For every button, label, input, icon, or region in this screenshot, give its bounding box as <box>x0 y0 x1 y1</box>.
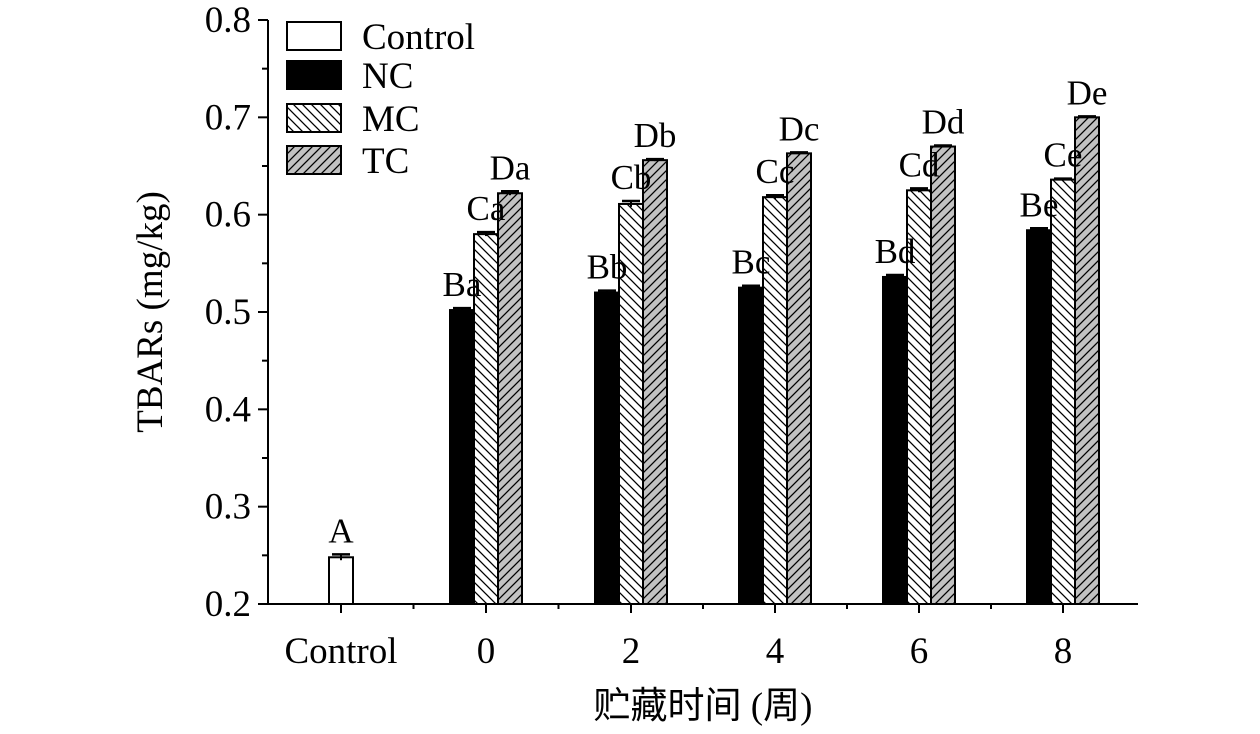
legend-label-nc: NC <box>362 56 413 97</box>
bar-label-da: Da <box>490 148 531 187</box>
bar-label-bb: Bb <box>587 248 628 287</box>
y-tick-label: 0.7 <box>205 97 251 138</box>
bar-label-dd: Dd <box>922 103 965 142</box>
legend-swatch-nc <box>286 60 342 90</box>
y-tick-label: 0.4 <box>205 389 251 430</box>
bar-tc-6 <box>930 145 956 606</box>
legend-swatch-mc <box>286 103 342 133</box>
legend-label-mc: MC <box>362 99 420 140</box>
bar-label-ce: Ce <box>1044 136 1083 175</box>
bar-mc-2 <box>618 202 644 606</box>
bar-label-dc: Dc <box>779 109 820 148</box>
bar-control-control <box>328 556 354 606</box>
bar-tc-8 <box>1074 116 1100 605</box>
bar-tc-2 <box>642 159 668 605</box>
bar-mc-8 <box>1050 178 1076 605</box>
bars <box>328 115 1100 606</box>
legend-swatch-tc <box>286 145 342 175</box>
bar-nc-4 <box>738 286 764 605</box>
bar-label-a: A <box>328 511 354 550</box>
x-tick-label-2: 2 <box>622 631 641 672</box>
y-axis: 0.2 0.3 0.4 0.5 0.6 0.7 0.8 <box>205 0 269 625</box>
legend-label-tc: TC <box>362 141 409 182</box>
y-axis-title: TBARs (mg/kg) <box>130 191 171 433</box>
bar-label-be: Be <box>1020 185 1059 224</box>
legend-swatch-control <box>286 21 342 51</box>
x-tick-label-8: 8 <box>1054 631 1073 672</box>
bar-label-db: Db <box>634 116 677 155</box>
x-tick-label-control: Control <box>284 631 397 672</box>
x-tick-label-0: 0 <box>477 631 496 672</box>
bar-label-de: De <box>1067 73 1108 112</box>
bar-nc-8 <box>1026 229 1052 606</box>
bar-label-cb: Cb <box>611 158 652 197</box>
x-tick-label-6: 6 <box>910 631 929 672</box>
x-tick-label-4: 4 <box>766 631 785 672</box>
bar-label-cd: Cd <box>899 145 940 184</box>
bar-label-bc: Bc <box>732 243 771 282</box>
y-tick-label: 0.6 <box>205 195 251 236</box>
y-tick-label: 0.5 <box>205 292 251 333</box>
bar-tc-0 <box>497 192 523 605</box>
bar-nc-2 <box>594 291 620 605</box>
y-tick-label: 0.2 <box>205 584 251 625</box>
bar-nc-0 <box>449 309 475 605</box>
bar-mc-4 <box>762 196 788 605</box>
legend-label-control: Control <box>362 17 475 58</box>
x-axis-title: 贮藏时间 (周) <box>594 686 813 727</box>
bar-nc-6 <box>882 275 908 605</box>
y-tick-label: 0.3 <box>205 487 251 528</box>
bar-label-bd: Bd <box>875 232 916 271</box>
bar-label-ba: Ba <box>443 265 482 304</box>
x-axis: Control 0 2 4 6 8 <box>268 603 1138 672</box>
bar-label-ca: Ca <box>467 189 506 228</box>
bar-label-cc: Cc <box>756 152 795 191</box>
bar-tc-4 <box>786 152 812 605</box>
y-tick-label: 0.8 <box>205 0 251 41</box>
